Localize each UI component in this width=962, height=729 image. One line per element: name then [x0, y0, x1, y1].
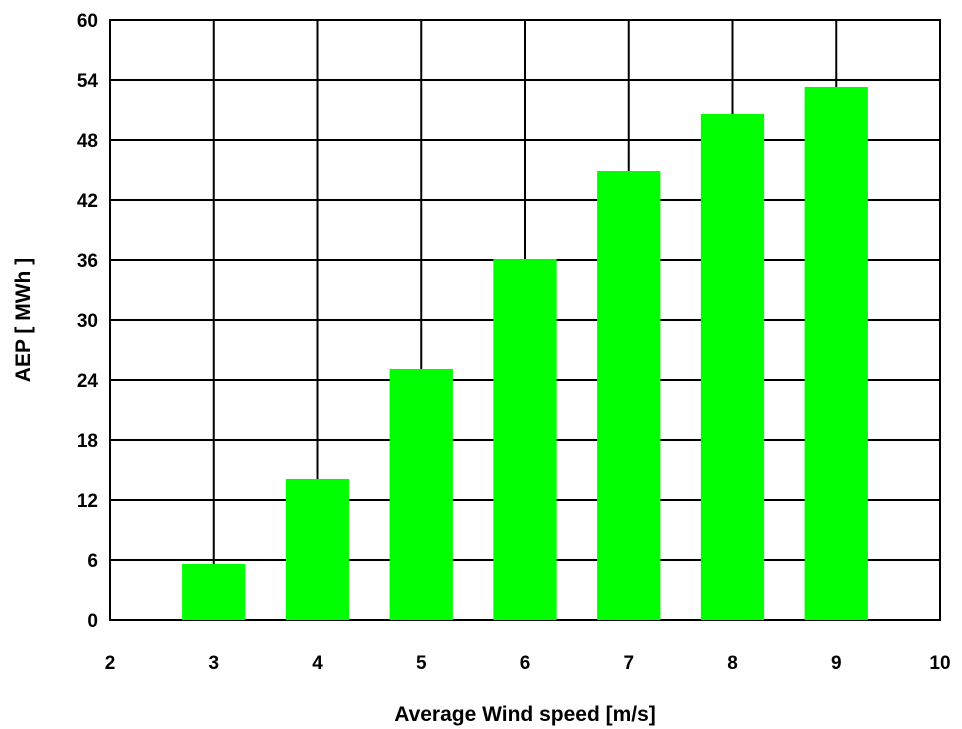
bar-5: [389, 369, 453, 620]
y-tick-label: 0: [87, 611, 98, 632]
bar-7: [597, 171, 661, 620]
y-tick-label: 54: [77, 71, 99, 92]
bar-8: [700, 114, 765, 620]
y-tick-label: 60: [77, 11, 98, 32]
x-tick-label: 6: [520, 653, 531, 674]
y-axis-title: AEP [ MWh ]: [12, 258, 35, 382]
x-tick-label: 8: [727, 653, 738, 674]
y-tick-label: 30: [77, 311, 98, 332]
y-tick-label: 6: [87, 551, 98, 572]
x-tick-label: 7: [623, 653, 634, 674]
y-tick-label: 42: [77, 191, 98, 212]
y-tick-label: 24: [77, 371, 99, 392]
x-tick-label: 2: [105, 653, 116, 674]
y-tick-label: 12: [77, 491, 98, 512]
x-axis-title: Average Wind speed [m/s]: [394, 703, 656, 726]
bar-9: [804, 87, 868, 620]
x-tick-label: 5: [416, 653, 427, 674]
y-tick-label: 18: [77, 431, 98, 452]
bar-4: [285, 479, 350, 620]
bar-3: [182, 564, 246, 620]
y-tick-label: 36: [77, 251, 98, 272]
x-tick-label: 10: [929, 653, 950, 674]
gridlines: [110, 20, 940, 620]
x-tick-labels: 2 3 4 5 6 7 8 9 10: [105, 653, 951, 674]
y-tick-labels: 0 6 12 18 24 30 36 42 48 54 60: [77, 11, 99, 632]
bars: [182, 87, 868, 620]
bar-6: [493, 259, 557, 620]
x-tick-label: 4: [312, 653, 323, 674]
y-tick-label: 48: [77, 131, 98, 152]
x-tick-label: 3: [208, 653, 219, 674]
x-tick-label: 9: [831, 653, 842, 674]
